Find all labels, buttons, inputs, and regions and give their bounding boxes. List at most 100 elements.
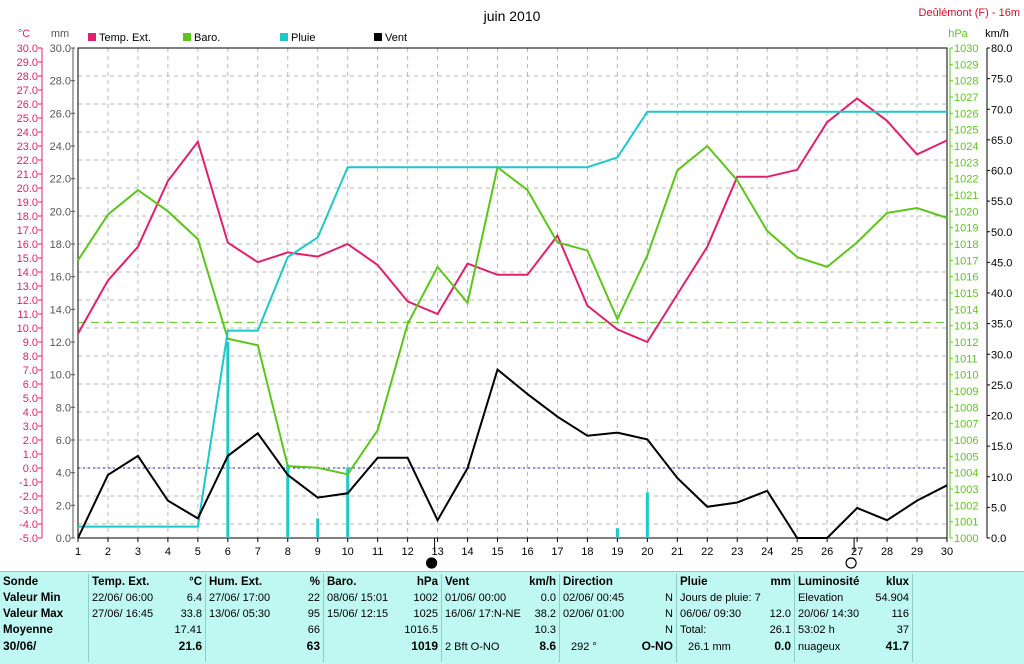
wind-axis-tick-label: 60.0 [991, 166, 1012, 178]
stats-header: Baro. [327, 576, 357, 588]
stats-header: Luminosité [798, 576, 860, 588]
temp-axis-tick-label: 4.0 [23, 407, 38, 419]
temp-axis-tick-label: 10.0 [17, 323, 38, 335]
rain-axis-tick-label: 28.0 [50, 76, 71, 88]
temp-axis-tick-label: 17.0 [17, 225, 38, 237]
x-tick-label: 3 [135, 546, 141, 558]
temp-axis-tick-label: -5.0 [19, 533, 38, 545]
x-tick-label: 11 [372, 546, 383, 558]
min-value: 1002 [413, 592, 438, 604]
x-tick-label: 2 [105, 546, 111, 558]
max-date: 15/06/ 12:15 [327, 608, 389, 620]
rain-total-mm: 26.1 mm [688, 641, 731, 653]
temp-axis-tick-label: 29.0 [17, 57, 38, 69]
x-tick-label: 23 [731, 546, 743, 558]
min-value: 6.4 [186, 592, 202, 604]
min-value: 22 [307, 592, 320, 604]
wind-axis-tick-label: 40.0 [991, 288, 1012, 300]
temp-axis-tick-label: 26.0 [17, 99, 38, 111]
legend-label: Temp. Ext. [99, 32, 151, 44]
current-value: 8.6 [539, 639, 556, 653]
stats-unit: % [309, 576, 320, 588]
chart-series [77, 97, 948, 539]
temp-axis-tick-label: 12.0 [17, 295, 38, 307]
temperature-line [77, 97, 948, 344]
rain-axis-unit: mm [51, 28, 69, 40]
stats-empty [912, 574, 1024, 662]
rain-axis-tick-label: 14.0 [50, 304, 71, 316]
x-tick-label: 14 [461, 546, 473, 558]
temp-axis-tick-label: -2.0 [19, 491, 38, 503]
wind-axis-tick-label: 0.0 [991, 533, 1006, 545]
rain-bar [286, 464, 290, 538]
rain-axis-tick-label: 2.0 [56, 500, 71, 512]
rain-axis-tick-label: 6.0 [56, 435, 71, 447]
x-tick-label: 4 [165, 546, 171, 558]
min-date: 22/06/ 06:00 [92, 592, 154, 604]
wind-axis-tick-label: 15.0 [991, 441, 1012, 453]
rain-axis-tick-label: 30.0 [50, 43, 71, 55]
min-date: 27/06/ 17:00 [209, 592, 271, 604]
x-tick-label: 27 [851, 546, 863, 558]
elevation-label: Elevation [798, 592, 844, 604]
sun-hours: 53:02 h [798, 624, 835, 636]
temp-axis-tick-label: 3.0 [23, 421, 38, 433]
x-tick-label: 25 [791, 546, 803, 558]
max-value: 1025 [413, 608, 438, 620]
baro-axis-tick-label: 1008 [954, 402, 978, 414]
x-tick-label: 16 [521, 546, 533, 558]
wind-axis-tick-label: 5.0 [991, 502, 1006, 514]
x-tick-label: 17 [551, 546, 563, 558]
avg-value: N [665, 624, 673, 636]
stats-wind: Vent km/h 01/06/ 00:00 0.0 16/06/ 17:N-NE 3… [441, 574, 559, 662]
legend-label: Baro. [194, 32, 220, 44]
temp-axis-tick-label: 15.0 [17, 253, 38, 265]
max-value: 116 [891, 608, 909, 620]
wind-line [77, 367, 948, 539]
x-tick-label: 12 [401, 546, 413, 558]
min-value: N [665, 592, 673, 604]
temp-axis-tick-label: 22.0 [17, 155, 38, 167]
chart-axes: 30.029.028.027.026.025.024.023.022.021.0… [17, 43, 1013, 558]
baro-axis-tick-label: 1024 [954, 141, 978, 153]
temp-axis-tick-label: 9.0 [23, 337, 38, 349]
x-tick-label: 29 [911, 546, 923, 558]
rain-bar [226, 342, 230, 538]
wind-axis-tick-label: 20.0 [991, 411, 1012, 423]
baro-axis-tick-label: 1000 [954, 533, 978, 545]
stats-barometer: Baro. hPa 08/06/ 15:01 1002 15/06/ 12:15 10… [323, 574, 441, 662]
baro-axis-tick-label: 1009 [954, 386, 978, 398]
temp-axis-tick-label: 23.0 [17, 141, 38, 153]
x-tick-label: 22 [701, 546, 713, 558]
wind-axis-tick-label: 50.0 [991, 227, 1012, 239]
temp-axis-tick-label: 27.0 [17, 85, 38, 97]
rain-cumulative-line [78, 110, 947, 528]
sky-condition: nuageux [798, 641, 841, 653]
baro-axis-tick-label: 1003 [954, 484, 978, 496]
max-date: 16/06/ 17:N-NE [445, 608, 521, 620]
max-value: N [665, 608, 673, 620]
legend-swatch [280, 33, 288, 41]
x-tick-label: 8 [285, 546, 291, 558]
rain-axis-tick-label: 10.0 [50, 370, 71, 382]
temp-axis-tick-label: 11.0 [17, 309, 38, 321]
stats-unit: klux [885, 576, 909, 588]
x-tick-label: 21 [671, 546, 683, 558]
legend-swatch [88, 33, 96, 41]
reference-lines [78, 321, 947, 469]
wind-axis-tick-label: 55.0 [991, 196, 1012, 208]
baro-axis-tick-label: 1018 [954, 239, 978, 251]
avg-value: 17.41 [174, 624, 202, 636]
baro-axis-tick-label: 1017 [954, 255, 978, 267]
rain-axis-tick-label: 24.0 [50, 141, 71, 153]
x-tick-label: 20 [641, 546, 653, 558]
current-value: 1019 [411, 639, 438, 653]
baro-axis-tick-label: 1026 [954, 108, 978, 120]
stats-header: Vent [445, 576, 470, 588]
temp-axis-tick-label: -4.0 [19, 519, 38, 531]
max-value: 95 [307, 608, 320, 620]
legend-swatch [374, 33, 382, 41]
x-tick-label: 26 [821, 546, 833, 558]
stats-header: Hum. Ext. [209, 576, 263, 588]
stats-unit: km/h [529, 576, 556, 588]
